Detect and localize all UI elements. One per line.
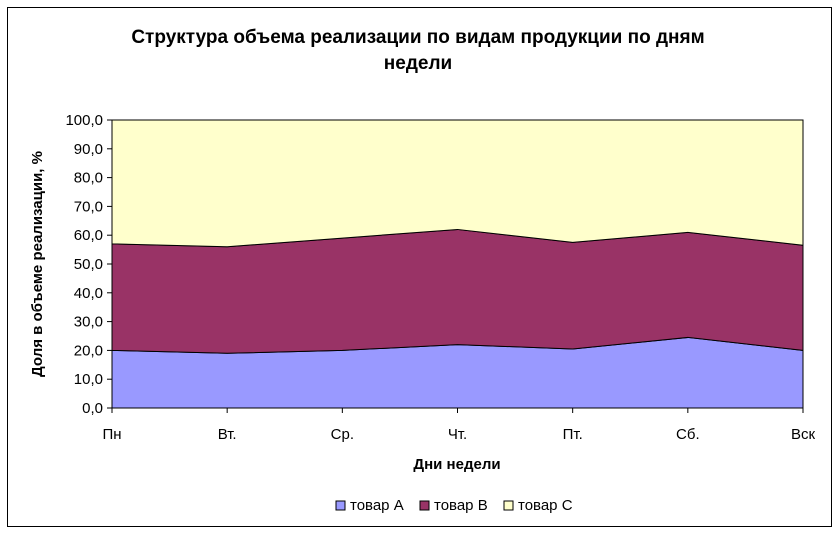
y-tick-label: 70,0 xyxy=(74,198,103,215)
y-tick-label: 10,0 xyxy=(74,371,103,388)
area-series-2 xyxy=(111,228,804,354)
area-series-3 xyxy=(111,119,804,248)
x-axis-ticks: Пн Вт. Ср. Чт. Пт. Сб. Вск xyxy=(102,408,815,443)
chart-title-line-2: недели xyxy=(384,53,452,74)
y-tick-label: 20,0 xyxy=(74,342,103,359)
y-tick-label: 90,0 xyxy=(74,141,103,158)
y-tick-label: 0,0 xyxy=(82,400,103,417)
x-tick-label: Пн xyxy=(102,426,121,443)
y-tick-label: 80,0 xyxy=(74,170,103,187)
legend: товар A товар B товар C xyxy=(335,497,573,514)
legend-label: товар C xyxy=(518,497,573,514)
chart-canvas: Структура объема реализации по видам про… xyxy=(29,27,815,514)
y-tick-label: 40,0 xyxy=(74,285,103,302)
area-series-group xyxy=(111,119,804,409)
legend-label: товар A xyxy=(350,497,404,514)
y-axis-ticks: 0,0 10,0 20,0 30,0 40,0 50,0 60,0 70,0 80,0 90,0 1… xyxy=(65,112,112,417)
y-tick-label: 60,0 xyxy=(74,227,103,244)
x-tick-label: Ср. xyxy=(331,426,354,443)
y-axis-title: Доля в объеме реализации, % xyxy=(29,151,46,377)
x-tick-label: Вт. xyxy=(218,426,237,443)
y-tick-label: 100,0 xyxy=(65,112,103,129)
legend-item: товар C xyxy=(503,497,573,514)
x-tick-label: Вск xyxy=(791,426,816,443)
chart-frame: Структура объема реализации по видам про… xyxy=(7,7,832,527)
x-axis-title: Дни недели xyxy=(413,456,500,473)
x-tick-label: Чт. xyxy=(448,426,467,443)
legend-swatch xyxy=(503,500,514,511)
legend-item: товар A xyxy=(335,497,404,514)
x-tick-label: Сб. xyxy=(676,426,700,443)
legend-label: товар B xyxy=(434,497,488,514)
legend-swatch xyxy=(335,500,346,511)
legend-item: товар B xyxy=(419,497,488,514)
y-tick-label: 30,0 xyxy=(74,314,103,331)
x-tick-label: Пт. xyxy=(563,426,583,443)
y-tick-label: 50,0 xyxy=(74,256,103,273)
chart-title: Структура объема реализации по видам про… xyxy=(131,27,704,74)
legend-swatch xyxy=(419,500,430,511)
chart-title-line-1: Структура объема реализации по видам про… xyxy=(131,27,704,48)
